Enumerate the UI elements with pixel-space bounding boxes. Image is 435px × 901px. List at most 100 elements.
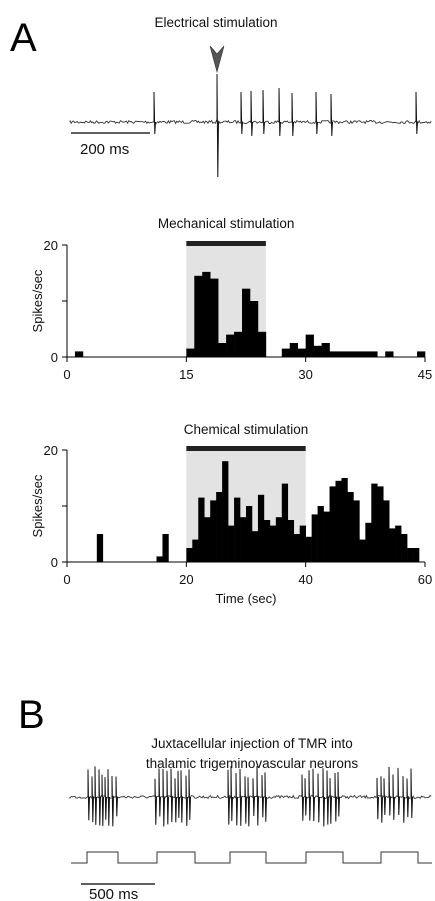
- histogram-bar: [194, 275, 203, 357]
- spike: [291, 92, 294, 137]
- histogram-bar: [249, 301, 259, 357]
- spike: [111, 776, 114, 827]
- histogram-bar: [204, 517, 211, 562]
- histogram-bar: [246, 506, 253, 562]
- histogram-bar: [74, 351, 84, 357]
- spike: [216, 73, 219, 178]
- histogram-bar: [347, 492, 354, 562]
- histogram-bar: [341, 478, 348, 562]
- histogram-bar: [289, 343, 299, 357]
- stimulus-arrow-icon: [209, 45, 225, 74]
- spike: [380, 776, 383, 823]
- spike: [185, 775, 188, 826]
- spike: [415, 91, 418, 135]
- histogram-bar: [353, 351, 362, 357]
- electrical-trace: [69, 73, 432, 178]
- histogram-bar: [228, 525, 235, 562]
- y-axis-label: Spikes/sec: [30, 269, 45, 332]
- spike: [304, 778, 307, 816]
- histogram-bar: [218, 343, 227, 357]
- x-tick-label: 40: [298, 572, 312, 587]
- spike: [397, 767, 400, 816]
- x-tick-label: 45: [418, 367, 432, 382]
- spike: [334, 772, 337, 822]
- histogram-bar: [345, 351, 354, 357]
- spike: [235, 773, 238, 826]
- panel-a-letter: A: [10, 16, 37, 60]
- spike: [392, 774, 395, 820]
- baseline-noise: [69, 794, 432, 800]
- stimulus-bar: [186, 446, 306, 451]
- histogram-bar: [240, 517, 247, 562]
- spike: [326, 770, 329, 825]
- electrical-stimulation-section: Electrical stimulation 200 ms: [69, 15, 432, 178]
- chart-title: Chemical stimulation: [184, 422, 309, 437]
- spike: [308, 770, 311, 821]
- histogram-bar: [257, 331, 267, 357]
- spike: [87, 769, 90, 821]
- histogram-bar: [361, 351, 370, 357]
- spike: [227, 769, 230, 825]
- histogram-bar: [186, 548, 193, 562]
- histogram-bar: [317, 506, 324, 562]
- histogram-bar: [234, 331, 243, 357]
- spike: [317, 773, 320, 823]
- histogram-bar: [234, 497, 241, 562]
- histogram-bar: [222, 461, 229, 562]
- spike: [247, 777, 250, 827]
- x-tick-label: 30: [298, 367, 312, 382]
- histogram-bar: [297, 348, 306, 357]
- histogram-bar: [401, 534, 408, 562]
- spike: [322, 768, 325, 827]
- spike: [312, 768, 315, 822]
- histogram-bar: [257, 494, 265, 562]
- histogram-bar: [226, 334, 235, 357]
- histogram-bar: [365, 522, 372, 562]
- spike: [166, 770, 169, 825]
- histogram-bar: [321, 343, 330, 357]
- histogram-bar: [210, 278, 219, 357]
- histogram-bar: [242, 288, 251, 357]
- spike: [240, 91, 243, 135]
- spike: [162, 768, 165, 827]
- spike: [329, 778, 332, 824]
- histogram-bar: [269, 525, 277, 562]
- electrical-stimulation-title: Electrical stimulation: [154, 15, 277, 30]
- histogram-bar: [186, 348, 195, 357]
- spike: [337, 772, 340, 817]
- current-pulse-trace: [71, 851, 432, 864]
- spike: [101, 774, 104, 827]
- panel-b-title-line2: thalamic trigeminovascular neurons: [146, 756, 359, 771]
- spike: [330, 93, 333, 137]
- histogram-bar: [383, 500, 390, 562]
- stimulus-bar: [186, 241, 266, 246]
- histogram-bar: [313, 345, 322, 357]
- histogram-bar: [305, 536, 312, 562]
- histogram-bar: [389, 528, 396, 562]
- histogram-bar: [369, 351, 378, 357]
- histogram-bar: [323, 511, 330, 562]
- histogram-bar: [413, 548, 420, 562]
- histogram-bar: [281, 348, 291, 357]
- spike: [154, 778, 157, 825]
- histogram-bar: [359, 539, 366, 562]
- spike: [180, 770, 183, 823]
- spike: [239, 768, 242, 826]
- histogram-bar: [287, 520, 295, 562]
- y-axis-label: Spikes/sec: [30, 474, 45, 537]
- histogram-bar: [263, 520, 271, 562]
- histogram-bar: [198, 497, 205, 562]
- chart-title: Mechanical stimulation: [158, 216, 295, 231]
- spike: [115, 776, 118, 817]
- spike: [104, 777, 107, 820]
- histogram-bar: [216, 492, 223, 562]
- spike: [264, 772, 267, 822]
- spike: [376, 777, 379, 820]
- juxtacellular-trace: [69, 765, 432, 827]
- spike: [278, 87, 281, 137]
- histogram-bar: [329, 351, 338, 357]
- histogram-bar: [335, 480, 342, 562]
- spike: [91, 776, 94, 823]
- x-tick-label: 15: [179, 367, 193, 382]
